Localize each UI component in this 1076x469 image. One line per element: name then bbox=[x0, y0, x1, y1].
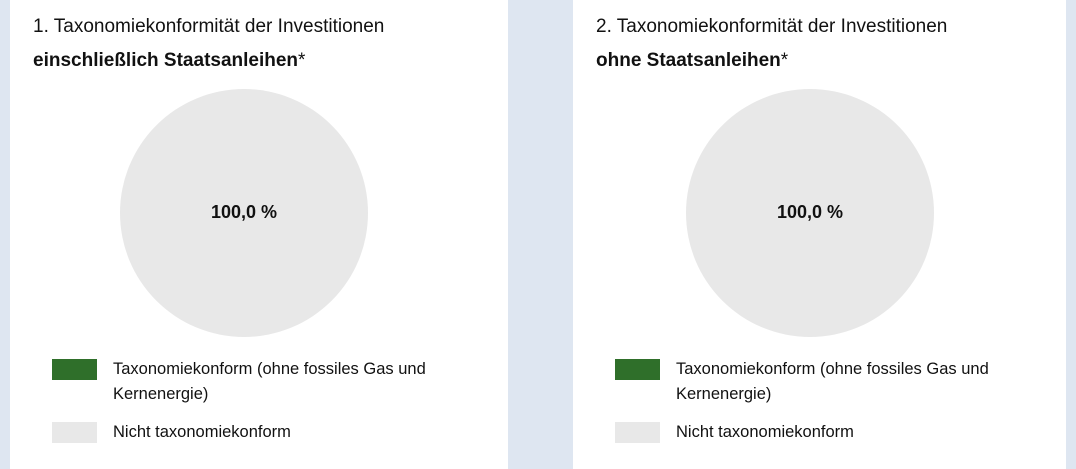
pie-chart: 100,0 % bbox=[686, 89, 934, 337]
title-note: * bbox=[298, 50, 306, 71]
legend-swatch bbox=[615, 422, 660, 443]
chart-panel: 2. Taxonomiekonformität der Investitione… bbox=[573, 0, 1066, 469]
legend-item: Taxonomiekonform (ohne fossiles Gas und … bbox=[615, 357, 1036, 407]
legend-label: Taxonomiekonform (ohne fossiles Gas und … bbox=[676, 360, 989, 403]
data-label: 100,0 % bbox=[777, 202, 843, 222]
title-emphasis: einschließlich Staatsanleihen bbox=[33, 50, 299, 71]
title-line: 1. Taxonomiekonformität der Investitione… bbox=[33, 16, 385, 37]
title-note: * bbox=[780, 50, 789, 71]
legend-swatch bbox=[52, 359, 97, 380]
legend-item: Taxonomiekonform (ohne fossiles Gas und … bbox=[52, 357, 473, 407]
chart-title: 1. Taxonomiekonformität der Investitione… bbox=[33, 10, 384, 78]
legend-label: Nicht taxonomiekonform bbox=[676, 423, 854, 441]
chart-panel: 1. Taxonomiekonformität der Investitione… bbox=[10, 0, 508, 469]
pie-slice bbox=[120, 89, 368, 337]
legend-item: Nicht taxonomiekonform bbox=[615, 420, 1036, 445]
legend-label: Nicht taxonomiekonform bbox=[113, 423, 291, 441]
title-emphasis: ohne Staatsanleihen bbox=[596, 50, 781, 71]
legend-swatch bbox=[615, 359, 660, 380]
title-line: 2. Taxonomiekonformität der Investitione… bbox=[596, 16, 948, 37]
chart-title: 2. Taxonomiekonformität der Investitione… bbox=[596, 10, 947, 78]
pie-chart: 100,0 % bbox=[120, 89, 368, 337]
legend-label: Taxonomiekonform (ohne fossiles Gas und … bbox=[113, 360, 426, 403]
legend-swatch bbox=[52, 422, 97, 443]
pie-slice bbox=[686, 89, 934, 337]
legend-item: Nicht taxonomiekonform bbox=[52, 420, 473, 445]
data-label: 100,0 % bbox=[211, 202, 277, 222]
